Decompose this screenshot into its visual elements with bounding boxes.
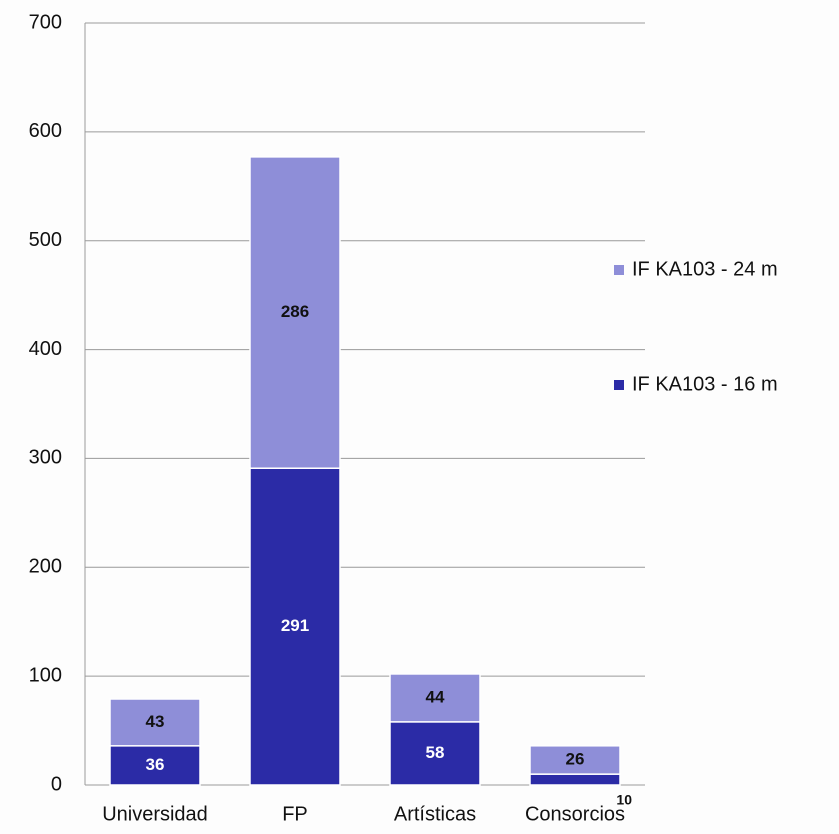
- bar-segment: [529, 745, 621, 775]
- bar-segment: [389, 721, 481, 786]
- x-tick-label: Artísticas: [394, 803, 476, 825]
- data-label: 36: [146, 755, 165, 774]
- data-label: 58: [426, 743, 445, 762]
- legend-label: IF KA103 - 16 m: [632, 373, 778, 395]
- data-label: 44: [426, 687, 445, 706]
- data-label: 43: [146, 712, 165, 731]
- legend-label: IF KA103 - 24 m: [632, 258, 778, 280]
- y-tick-label: 500: [29, 229, 62, 251]
- y-tick-label: 200: [29, 556, 62, 578]
- x-tick-label: Consorcios: [525, 803, 625, 825]
- x-tick-label: FP: [282, 803, 308, 825]
- data-label: 26: [566, 749, 585, 768]
- data-label: 10: [616, 792, 632, 808]
- bar-segment: [389, 673, 481, 723]
- legend-swatch: [614, 265, 624, 275]
- x-tick-label: Universidad: [102, 803, 208, 825]
- y-tick-label: 700: [29, 11, 62, 33]
- bar-segment: [109, 698, 201, 747]
- bar-segment: [109, 745, 201, 786]
- bar-segment: [529, 773, 621, 786]
- y-tick-label: 300: [29, 447, 62, 469]
- y-tick-label: 400: [29, 338, 62, 360]
- data-label: 291: [281, 616, 309, 635]
- data-label: 286: [281, 302, 309, 321]
- legend-swatch: [614, 380, 624, 390]
- y-tick-label: 100: [29, 664, 62, 686]
- bar-segment: [249, 156, 341, 469]
- y-tick-label: 600: [29, 120, 62, 142]
- y-tick-label: 0: [51, 773, 62, 795]
